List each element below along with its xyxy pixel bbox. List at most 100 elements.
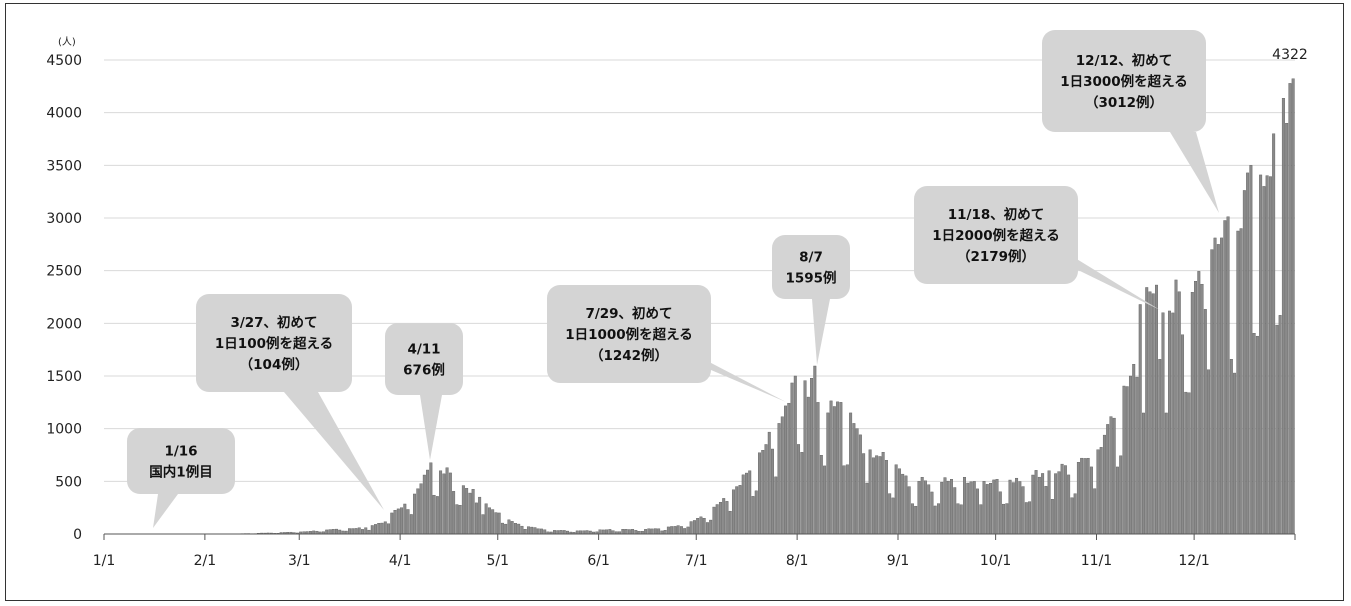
peak-value-label: 4322: [1272, 47, 1308, 63]
bar: [1174, 279, 1178, 535]
callout-line: （104例）: [240, 356, 309, 373]
bar: [989, 482, 993, 535]
x-tick-label: 1/1: [93, 553, 116, 569]
bar: [409, 514, 413, 535]
bar: [494, 512, 498, 535]
bar: [1125, 386, 1129, 535]
callout-line: 国内1例目: [149, 464, 212, 481]
bar: [839, 402, 843, 535]
bar: [354, 528, 358, 535]
bar: [1151, 293, 1155, 535]
bar: [1272, 133, 1276, 535]
x-tick-label: 8/1: [786, 553, 809, 569]
bar: [1024, 502, 1028, 535]
bar: [901, 473, 905, 535]
callout-nov18: 11/18、初めて 1日2000例を超える （2179例）: [914, 186, 1160, 310]
bar: [416, 488, 420, 535]
bar: [478, 496, 482, 535]
bar: [526, 526, 530, 535]
bar: [1177, 291, 1181, 535]
bar: [1194, 281, 1198, 535]
bar: [585, 530, 589, 535]
bar: [797, 444, 801, 535]
bar: [1070, 497, 1074, 535]
bar: [553, 530, 556, 535]
bar: [709, 519, 713, 535]
bar: [754, 490, 758, 535]
x-tick-label: 9/1: [887, 553, 910, 569]
callout-aug7: 8/7 1595例: [772, 235, 850, 365]
callout-line: （3012例）: [1085, 94, 1163, 111]
bar: [995, 479, 999, 535]
bar: [1155, 284, 1158, 535]
bar: [458, 505, 462, 535]
bar: [338, 529, 342, 535]
callout-pointer: [1062, 250, 1160, 310]
bar: [1268, 176, 1272, 535]
bar: [751, 496, 755, 535]
bar: [562, 530, 566, 535]
bar: [650, 528, 654, 535]
x-tick-label: 4/1: [389, 553, 412, 569]
bar: [605, 529, 609, 535]
bar: [998, 491, 1002, 535]
bar: [559, 530, 563, 535]
bar: [608, 529, 612, 535]
bar: [390, 512, 394, 535]
bar: [647, 528, 651, 535]
bar: [396, 508, 400, 535]
bar: [702, 518, 706, 535]
bar: [692, 520, 696, 535]
bar: [533, 527, 537, 535]
bar: [823, 465, 827, 535]
bar: [1083, 458, 1087, 535]
bar: [406, 509, 410, 535]
bar: [741, 474, 745, 535]
bar: [1252, 333, 1256, 535]
y-tick-label: 3500: [46, 158, 82, 174]
bar: [800, 452, 804, 535]
bar: [943, 477, 947, 535]
bar: [1086, 457, 1090, 535]
bar: [491, 509, 495, 535]
bar: [445, 467, 449, 535]
bar: [419, 483, 423, 535]
bar: [487, 507, 491, 535]
bar: [348, 528, 351, 535]
bar: [806, 396, 810, 535]
bar: [1249, 165, 1253, 535]
bar: [683, 528, 687, 535]
bar: [429, 462, 433, 535]
bar: [705, 522, 709, 535]
bar: [1015, 477, 1019, 535]
bar: [686, 526, 690, 535]
bar: [1142, 412, 1145, 535]
bar: [868, 449, 872, 535]
bar: [1096, 449, 1100, 535]
bar: [400, 507, 404, 535]
callout-line: 1595例: [785, 270, 836, 287]
bar: [715, 504, 719, 535]
bar: [520, 525, 524, 535]
bar: [422, 474, 426, 535]
bar: [758, 452, 761, 535]
bar: [923, 480, 927, 535]
bar: [1233, 372, 1237, 535]
bar: [699, 516, 703, 535]
x-tick-label: 3/1: [288, 553, 311, 569]
callout-line: 8/7: [799, 250, 823, 266]
bar: [439, 470, 443, 535]
y-tick-label: 1000: [46, 422, 82, 438]
bar: [634, 530, 638, 535]
bar: [1220, 237, 1224, 535]
bar: [1018, 481, 1022, 535]
bar: [367, 529, 371, 535]
bar: [712, 506, 716, 535]
bar: [1187, 392, 1191, 535]
bar: [517, 523, 521, 535]
bar: [1063, 465, 1067, 535]
bar: [1216, 244, 1220, 535]
bar: [543, 529, 547, 535]
bar: [761, 450, 765, 535]
bar: [1119, 455, 1123, 535]
